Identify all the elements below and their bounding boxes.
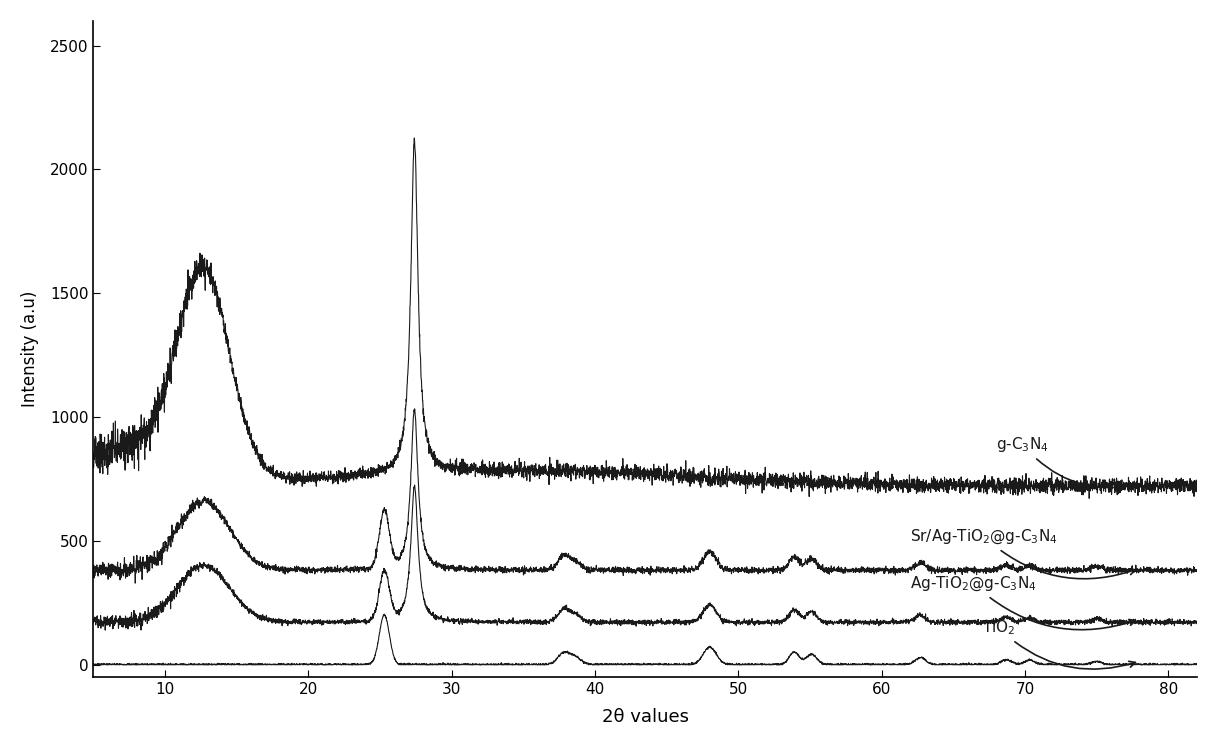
Text: TiO$_2$: TiO$_2$ — [982, 619, 1135, 669]
X-axis label: 2θ values: 2θ values — [602, 708, 688, 726]
Text: g-C$_3$N$_4$: g-C$_3$N$_4$ — [996, 436, 1135, 489]
Text: Sr/Ag-TiO$_2$@g-C$_3$N$_4$: Sr/Ag-TiO$_2$@g-C$_3$N$_4$ — [910, 528, 1135, 579]
Y-axis label: Intensity (a.u): Intensity (a.u) — [21, 291, 39, 407]
Text: Ag-TiO$_2$@g-C$_3$N$_4$: Ag-TiO$_2$@g-C$_3$N$_4$ — [910, 575, 1135, 630]
